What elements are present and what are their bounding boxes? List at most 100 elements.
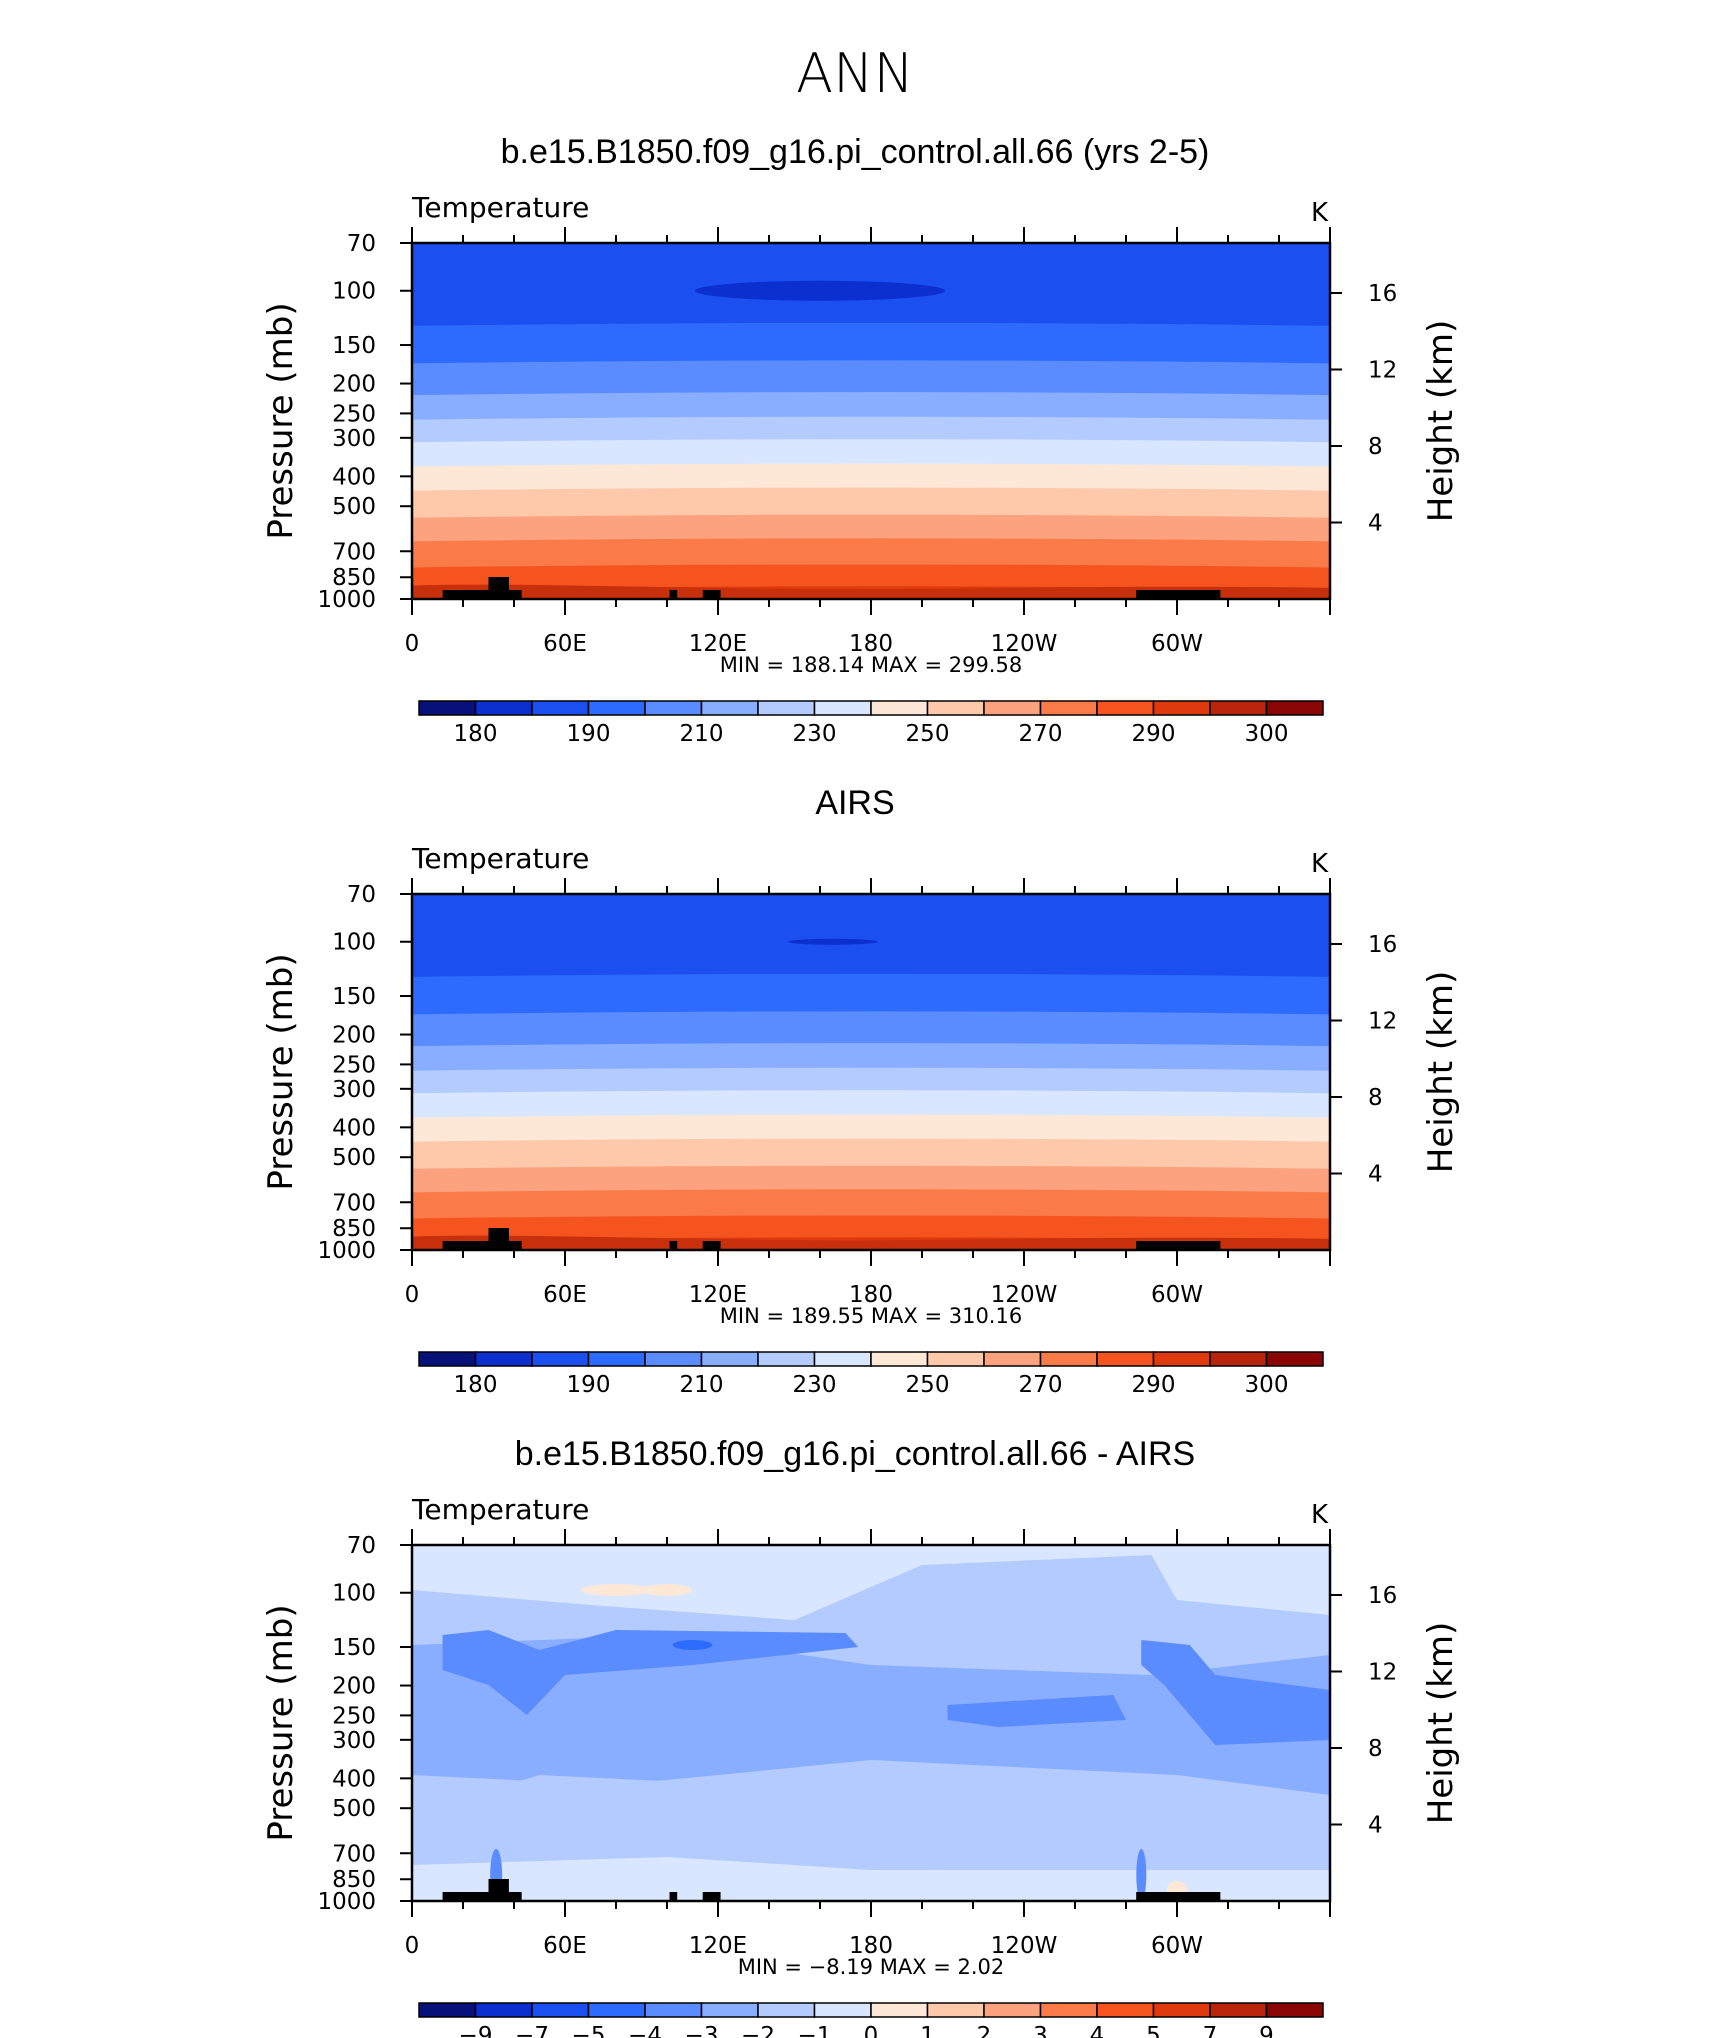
panel-1-colorbar-label: 190: [567, 721, 611, 747]
panel-3-negative-band: [947, 1695, 1126, 1727]
panel-2-x-tick-label: 60E: [543, 1282, 587, 1308]
panel-3-colorbar-box: [587, 2002, 646, 2018]
panel-2-right-string: K: [1311, 849, 1329, 879]
panel-1-y-tick-label: 850: [332, 565, 376, 591]
panel-3-negative-spike: [1136, 1849, 1147, 1901]
panel-2-topography-block: [488, 1228, 509, 1250]
panel-2-colorbar-box: [1265, 1351, 1324, 1367]
panel-1-right-tick-label: 16: [1368, 281, 1397, 307]
panel-2-colorbar-box: [1209, 1351, 1268, 1367]
panel-3-y-tick-label: 850: [332, 1867, 376, 1893]
panel-2-colorbar-box: [1039, 1351, 1098, 1367]
panel-1-right-tick-label: 8: [1368, 434, 1383, 460]
panel-3-colorbar-box: [474, 2002, 533, 2018]
panel-1-right-axis-label: Height (km): [1421, 320, 1461, 523]
panel-3-colorbar-label: 2: [977, 2023, 992, 2038]
panel-3-topography-block: [442, 1892, 522, 1901]
panel-3-y-tick-label: 100: [332, 1581, 376, 1607]
panel-2-min-max-stats: MIN = 189.55 MAX = 310.16: [720, 1304, 1022, 1328]
panel-2-x-tick-label: 60W: [1151, 1282, 1203, 1308]
panel-1-right-string: K: [1311, 198, 1329, 228]
panel-3-colorbar-label: −2: [741, 2023, 775, 2038]
panel-1-colorbar-box: [531, 700, 590, 716]
panel-2-colorbar-box: [813, 1351, 872, 1367]
panel-2-y-tick-label: 250: [332, 1052, 376, 1078]
panel-1-min-max-stats: MIN = 188.14 MAX = 299.58: [720, 653, 1022, 677]
panel-2-right-axis-label: Height (km): [1421, 971, 1461, 1174]
panel-3-topography-block: [1136, 1892, 1221, 1901]
panel-3-y-axis-label: Pressure (mb): [261, 1604, 301, 1841]
panel-1-title: b.e15.B1850.f09_g16.pi_control.all.66 (y…: [500, 133, 1210, 171]
panel-2-right-tick-label: 4: [1368, 1162, 1383, 1188]
panel-2-cold-core: [787, 938, 878, 945]
panel-1-colorbar-box: [1209, 700, 1268, 716]
panel-1-colorbar-box: [700, 700, 759, 716]
panel-1-y-tick-label: 250: [332, 401, 376, 427]
panel-2-x-tick-label: 0: [405, 1282, 420, 1308]
panel-1-colorbar-box: [587, 700, 646, 716]
panel-3-y-tick-label: 200: [332, 1674, 376, 1700]
panel-3-right-tick-label: 4: [1368, 1813, 1383, 1839]
panel-1-colorbar-box: [983, 700, 1042, 716]
panel-1-x-tick-label: 120E: [689, 631, 747, 657]
panel-3-left-string: Temperature: [411, 1493, 589, 1526]
panel-3-x-tick-label: 60W: [1151, 1933, 1203, 1959]
panel-2-left-string: Temperature: [411, 842, 589, 875]
panel-2-right-tick-label: 8: [1368, 1085, 1383, 1111]
panel-3-light-region: [412, 1545, 1330, 1620]
panel-2-x-tick-label: 180: [849, 1282, 893, 1308]
panel-2-colorbar-label: 290: [1132, 1372, 1176, 1398]
panel-3-colorbar-box: [926, 2002, 985, 2018]
panel-1-left-string: Temperature: [411, 191, 589, 224]
panel-3-colorbar-box: [1265, 2002, 1324, 2018]
panel-3-colorbar-box: [1209, 2002, 1268, 2018]
panel-1-colorbar-label: 250: [906, 721, 950, 747]
figure-title: ANN: [796, 42, 914, 105]
panel-2-y-tick-label: 500: [332, 1145, 376, 1171]
panel-1-x-tick-label: 120W: [991, 631, 1058, 657]
panel-1-colorbar-box: [1096, 700, 1155, 716]
panel-3-right-axis-label: Height (km): [1421, 1622, 1461, 1825]
panel-3-colorbar-label: 5: [1146, 2023, 1161, 2038]
panel-1-colorbar-box: [813, 700, 872, 716]
panel-3-colorbar-label: 9: [1259, 2023, 1274, 2038]
panel-2-x-tick-label: 120E: [689, 1282, 747, 1308]
panel-3-colorbar-label: −1: [798, 2023, 832, 2038]
panel-3-colorbar-label: −4: [628, 2023, 662, 2038]
panel-2-y-tick-label: 700: [332, 1190, 376, 1216]
panel-2-colorbar-label: 210: [680, 1372, 724, 1398]
panel-2-colorbar-label: 190: [567, 1372, 611, 1398]
panel-1-colorbar-box: [1039, 700, 1098, 716]
panel-3-x-tick-label: 120W: [991, 1933, 1058, 1959]
panel-1-y-tick-label: 70: [347, 231, 376, 257]
panel-2-title: AIRS: [815, 784, 895, 822]
panel-3-boundary-layer: [412, 1857, 1330, 1901]
panel-3-right-tick-label: 12: [1368, 1660, 1397, 1686]
panel-2-colorbar-box: [531, 1351, 590, 1367]
panel-2-y-axis-label: Pressure (mb): [261, 953, 301, 1190]
panel-3-right-string: K: [1311, 1500, 1329, 1530]
panel-2-y-tick-label: 70: [347, 882, 376, 908]
panel-3-min-max-stats: MIN = −8.19 MAX = 2.02: [738, 1955, 1005, 1979]
panel-2-right-tick-label: 12: [1368, 1009, 1397, 1035]
panel-3-warm-anomaly: [642, 1584, 692, 1596]
panel-3-x-tick-label: 0: [405, 1933, 420, 1959]
panel-2-topography-block: [1136, 1241, 1221, 1250]
panel-1-y-tick-label: 100: [332, 279, 376, 305]
panel-2-colorbar-box: [474, 1351, 533, 1367]
panel-1-x-tick-label: 60E: [543, 631, 587, 657]
panel-1-colorbar-label: 290: [1132, 721, 1176, 747]
panel-3-negative-band: [442, 1630, 859, 1715]
panel-3-right-tick-label: 16: [1368, 1583, 1397, 1609]
panel-2-topography-block: [702, 1241, 721, 1250]
panel-3-colorbar-label: 7: [1203, 2023, 1218, 2038]
panel-1-cold-core: [695, 280, 945, 301]
panel-2-colorbar-box: [1096, 1351, 1155, 1367]
panel-1-y-tick-label: 1000: [317, 587, 376, 613]
panel-3-colorbar-box: [418, 2002, 477, 2018]
panel-3-colorbar-label: −9: [459, 2023, 493, 2038]
panel-3-x-tick-label: 120E: [689, 1933, 747, 1959]
panel-3-topography-block: [669, 1892, 678, 1901]
panel-3-y-tick-label: 300: [332, 1728, 376, 1754]
panel-2-colorbar-box: [587, 1351, 646, 1367]
